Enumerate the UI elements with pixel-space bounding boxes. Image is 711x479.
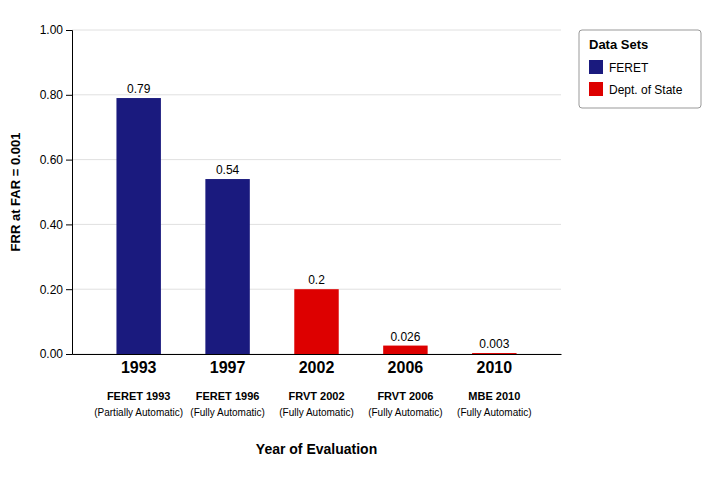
bar bbox=[383, 346, 427, 354]
x-tick-label: 2010 bbox=[477, 359, 513, 376]
y-axis-line bbox=[66, 31, 73, 355]
y-axis-title: FRR at FAR = 0.001 bbox=[8, 133, 23, 252]
x-axis: 1993 1997 2002 2006 2010 bbox=[73, 354, 562, 376]
sublabel-note: (Partially Automatic) bbox=[94, 407, 183, 418]
y-tick: 0.80 bbox=[40, 88, 72, 102]
x-tick-label: 1993 bbox=[121, 359, 157, 376]
bars bbox=[116, 98, 516, 354]
legend-title: Data Sets bbox=[589, 37, 648, 52]
x-tick: 2002 bbox=[299, 354, 335, 376]
data-label: 0.026 bbox=[390, 330, 420, 344]
y-tick-label: 0.00 bbox=[40, 347, 64, 361]
legend: Data Sets FERET Dept. of State bbox=[579, 30, 701, 108]
legend-swatch bbox=[589, 82, 603, 96]
y-tick-label: 0.40 bbox=[40, 218, 64, 232]
bar bbox=[294, 289, 338, 354]
data-label: 0.79 bbox=[127, 82, 151, 96]
y-tick: 0.20 bbox=[40, 283, 72, 297]
plot: 0.00 0.20 0.40 0.60 0.80 1.00 1993 1997 2002 2006… bbox=[8, 23, 562, 457]
x-tick-label: 1997 bbox=[210, 359, 246, 376]
grid bbox=[72, 30, 561, 354]
y-tick: 0.40 bbox=[40, 218, 72, 232]
y-tick-mark bbox=[66, 30, 72, 31]
y-tick-label: 1.00 bbox=[40, 23, 64, 37]
legend-item: Dept. of State bbox=[589, 82, 683, 97]
sublabel: MBE 2010 bbox=[468, 390, 520, 402]
data-labels: 0.79 0.54 0.2 0.026 0.003 bbox=[127, 82, 510, 351]
sublabel-note: (Fully Automatic) bbox=[190, 407, 264, 418]
sublabels: FERET 1993 (Partially Automatic) FERET 199… bbox=[94, 390, 531, 418]
sublabel-note: (Fully Automatic) bbox=[457, 407, 531, 418]
y-tick-mark bbox=[66, 354, 72, 355]
y-tick: 0.60 bbox=[40, 153, 72, 167]
x-tick: 1993 bbox=[121, 354, 157, 376]
sublabel-note: (Fully Automatic) bbox=[368, 407, 442, 418]
grid-line bbox=[72, 30, 561, 31]
y-tick-label: 0.60 bbox=[40, 153, 64, 167]
x-axis-title: Year of Evaluation bbox=[256, 441, 377, 457]
sublabel: FERET 1993 bbox=[107, 390, 171, 402]
legend-frame bbox=[579, 30, 701, 108]
data-label: 0.54 bbox=[216, 163, 240, 177]
x-tick-label: 2006 bbox=[388, 359, 424, 376]
x-tick: 2006 bbox=[388, 354, 424, 376]
sublabel-note: (Fully Automatic) bbox=[279, 407, 353, 418]
sublabel: FERET 1996 bbox=[196, 390, 260, 402]
x-tick: 1997 bbox=[210, 354, 246, 376]
bar bbox=[472, 353, 516, 354]
y-axis: 0.00 0.20 0.40 0.60 0.80 1.00 bbox=[40, 23, 73, 361]
y-tick-mark bbox=[66, 224, 72, 225]
sublabel: FRVT 2006 bbox=[377, 390, 433, 402]
legend-label: Dept. of State bbox=[609, 83, 683, 97]
x-tick-label: 2002 bbox=[299, 359, 335, 376]
legend-swatch bbox=[589, 60, 603, 74]
sublabel: FRVT 2002 bbox=[288, 390, 344, 402]
bar bbox=[116, 98, 160, 354]
chart: 0.00 0.20 0.40 0.60 0.80 1.00 1993 1997 2002 2006… bbox=[0, 0, 711, 479]
y-tick-label: 0.20 bbox=[40, 283, 64, 297]
y-tick: 1.00 bbox=[40, 23, 72, 37]
x-axis-line bbox=[73, 354, 562, 355]
bar bbox=[205, 179, 249, 354]
legend-label: FERET bbox=[609, 61, 649, 75]
y-tick: 0.00 bbox=[40, 347, 72, 361]
legend-item: FERET bbox=[589, 60, 649, 75]
y-tick-mark bbox=[66, 289, 72, 290]
x-tick: 2010 bbox=[477, 354, 513, 376]
data-label: 0.003 bbox=[479, 337, 509, 351]
data-label: 0.2 bbox=[308, 273, 325, 287]
y-tick-mark bbox=[66, 95, 72, 96]
y-tick-label: 0.80 bbox=[40, 88, 64, 102]
y-tick-mark bbox=[66, 160, 72, 161]
